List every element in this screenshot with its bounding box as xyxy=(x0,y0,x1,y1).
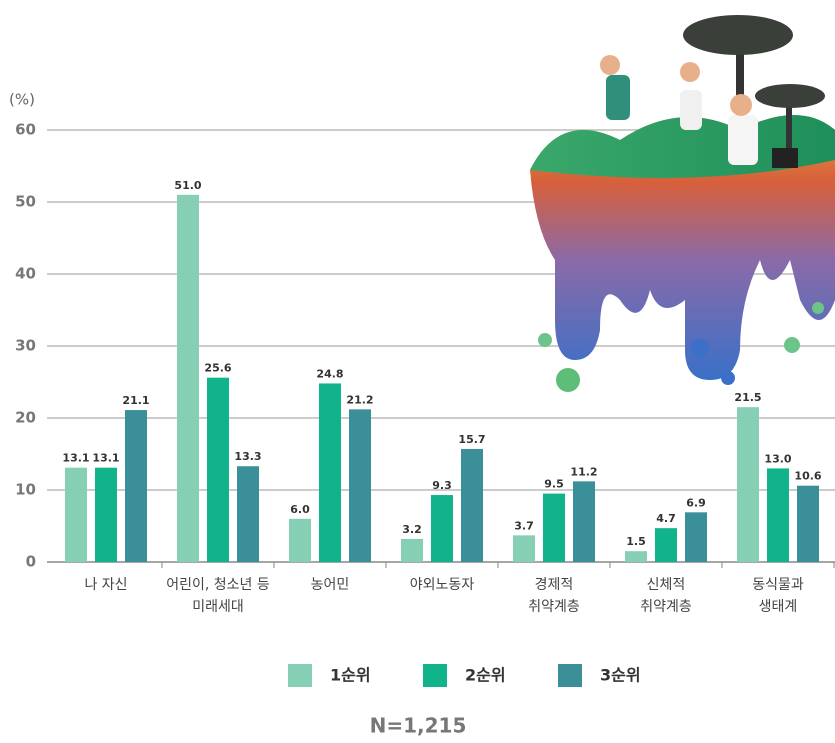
value-label: 3.2 xyxy=(402,523,422,536)
value-label: 25.6 xyxy=(204,362,231,375)
x-tick-label: 나 자신 xyxy=(84,577,128,593)
value-label: 21.5 xyxy=(734,391,761,404)
value-label: 1.5 xyxy=(626,535,646,548)
bar-layer: 0 10 20 30 40 50 60 13.1 13.1 21.1 51.0 25.6 13.3 6.0… xyxy=(15,121,822,687)
value-label: 6.0 xyxy=(290,503,310,516)
drop xyxy=(556,368,580,392)
value-label: 51.0 xyxy=(174,179,201,192)
tree-trunk xyxy=(786,100,792,160)
x-tick-label: 경제적 취약계층 xyxy=(528,577,580,615)
y-tick-label: 0 xyxy=(26,553,36,571)
x-tick-label: 야외노동자 xyxy=(409,577,475,593)
bar xyxy=(431,495,453,562)
person xyxy=(728,115,758,165)
person xyxy=(680,62,700,82)
value-label: 4.7 xyxy=(656,512,676,525)
value-label: 9.5 xyxy=(544,478,564,491)
bar xyxy=(767,468,789,562)
bar xyxy=(655,528,677,562)
y-tick-label: 50 xyxy=(15,193,36,211)
bar xyxy=(401,538,423,562)
value-label: 15.7 xyxy=(458,433,485,446)
y-tick-label: 40 xyxy=(15,265,36,283)
tree-top xyxy=(683,15,793,55)
bar xyxy=(237,466,259,562)
bar xyxy=(289,518,311,562)
bar xyxy=(177,194,199,563)
legend-label: 2순위 xyxy=(465,666,506,685)
person xyxy=(730,94,752,116)
y-tick-label: 60 xyxy=(15,121,36,139)
bar xyxy=(319,383,341,562)
y-tick-label: 30 xyxy=(15,337,36,355)
value-label: 11.2 xyxy=(570,465,597,478)
value-label: 21.2 xyxy=(346,393,373,406)
bar xyxy=(513,535,535,562)
value-label: 13.0 xyxy=(764,452,791,465)
bar xyxy=(125,410,147,562)
drop xyxy=(721,371,735,385)
bar xyxy=(625,551,647,562)
y-tick-label: 10 xyxy=(15,481,36,499)
value-label: 21.1 xyxy=(122,394,149,407)
bar xyxy=(543,493,565,562)
value-label: 10.6 xyxy=(794,470,821,483)
person xyxy=(600,55,620,75)
y-axis-label: (%) xyxy=(9,91,35,109)
bar xyxy=(461,448,483,562)
bar xyxy=(349,409,371,562)
legend-swatch xyxy=(423,664,447,687)
x-tick-label: 신체적 취약계층 xyxy=(640,577,692,615)
value-label: 24.8 xyxy=(316,367,343,380)
x-tick-label: 농어민 xyxy=(310,577,350,593)
value-label: 13.1 xyxy=(92,452,119,465)
bar xyxy=(207,377,229,562)
bar xyxy=(685,512,707,562)
drop xyxy=(691,339,709,357)
briefcase xyxy=(772,148,798,168)
x-tick-label: 동식물과 생태계 xyxy=(752,577,804,615)
drop xyxy=(784,337,800,353)
value-label: 9.3 xyxy=(432,479,452,492)
sample-note: N=1,215 xyxy=(370,714,467,738)
drop xyxy=(538,333,552,347)
globe xyxy=(530,115,835,380)
x-tick-label: 어린이, 청소년 등 미래세대 xyxy=(166,577,270,615)
drop xyxy=(812,302,824,314)
legend-swatch xyxy=(558,664,582,687)
bar xyxy=(737,407,759,562)
value-label: 3.7 xyxy=(514,519,534,532)
person xyxy=(680,90,702,130)
bar xyxy=(797,485,819,562)
legend-swatch xyxy=(288,664,312,687)
bar xyxy=(573,481,595,562)
legend-label: 3순위 xyxy=(600,666,641,685)
person xyxy=(606,75,630,120)
tree-top xyxy=(755,84,825,108)
legend-label: 1순위 xyxy=(330,666,371,685)
bar xyxy=(95,467,117,562)
value-label: 13.1 xyxy=(62,452,89,465)
bar xyxy=(65,467,87,562)
value-label: 13.3 xyxy=(234,450,261,463)
value-label: 6.9 xyxy=(686,496,706,509)
hill xyxy=(530,115,835,178)
y-tick-label: 20 xyxy=(15,409,36,427)
illustration xyxy=(530,15,835,392)
